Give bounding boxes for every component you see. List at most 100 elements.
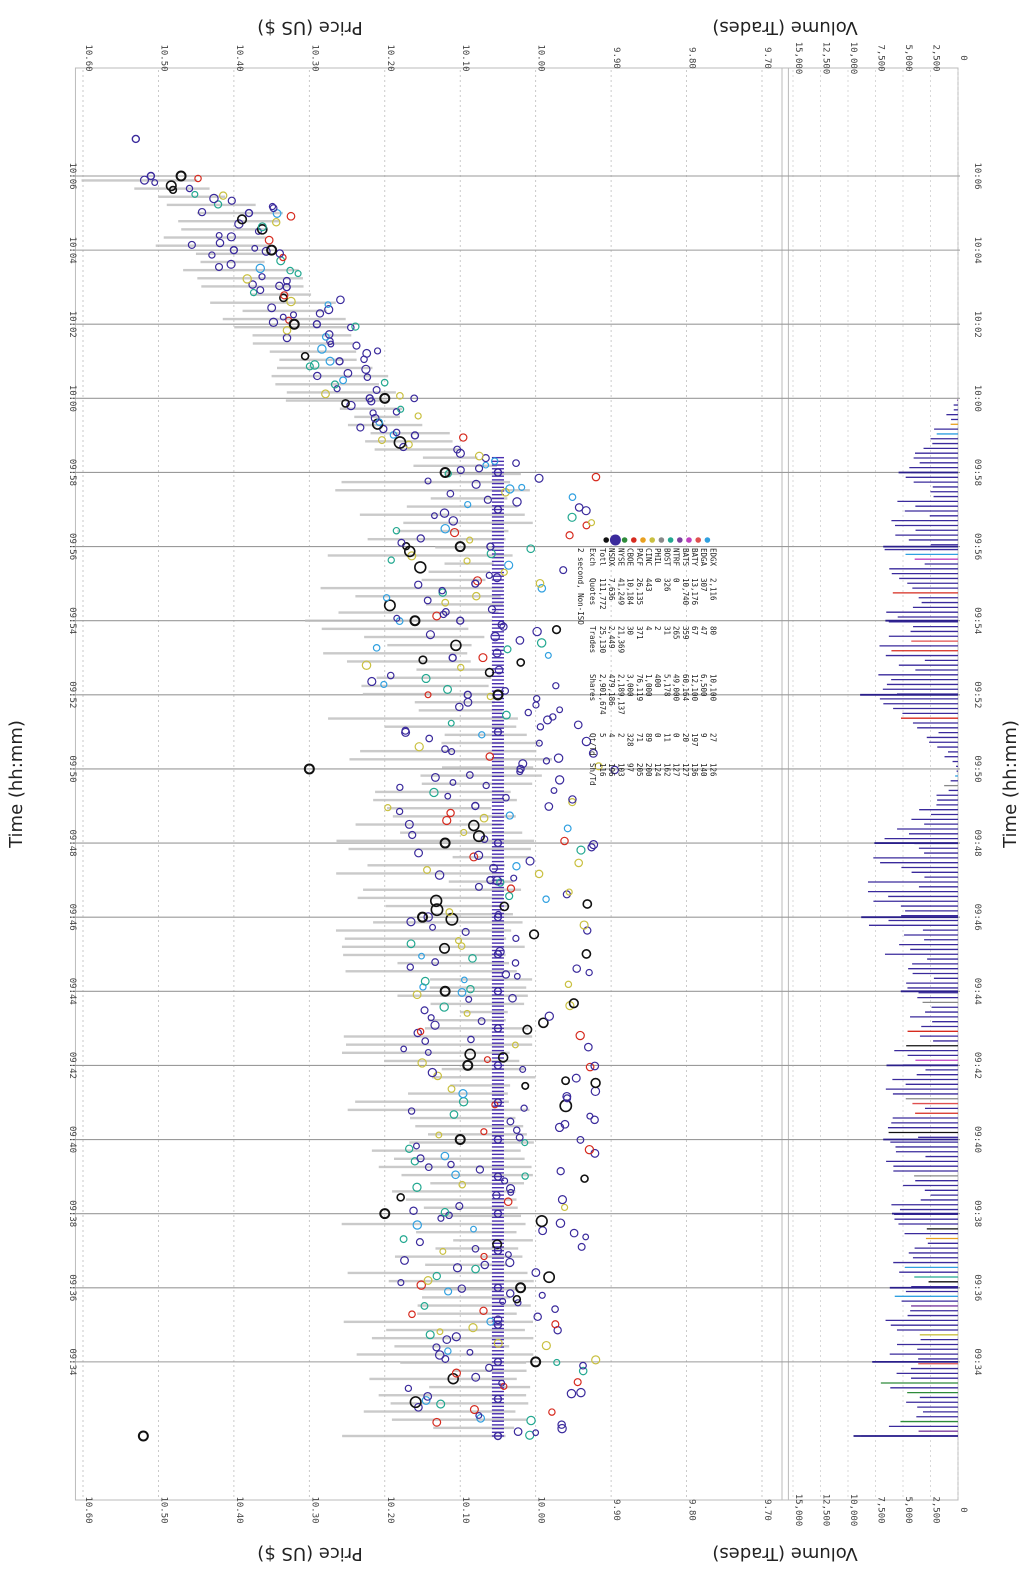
quote-band	[438, 1214, 522, 1218]
trade-band	[491, 1405, 504, 1408]
legend-cell: 76,119	[635, 674, 644, 701]
nyse-point	[493, 912, 503, 922]
nsdx-marker	[409, 615, 421, 627]
quote-band	[336, 872, 503, 875]
trade-marker	[493, 1315, 503, 1325]
trade-marker	[457, 1284, 467, 1293]
trade-marker	[458, 1180, 467, 1189]
trade-marker	[535, 1215, 548, 1228]
legend-cell: 10,100	[708, 674, 717, 702]
trade-marker	[581, 506, 591, 516]
trade-band	[491, 531, 504, 533]
trade-marker	[568, 493, 577, 502]
trade-band	[491, 594, 504, 596]
trade-marker	[479, 1306, 488, 1316]
quote-band	[422, 456, 478, 459]
legend-header: Qt/Td	[588, 733, 597, 756]
trade-marker	[441, 608, 450, 616]
nsdx-marker	[439, 837, 451, 849]
trade-marker	[582, 899, 593, 909]
trade-marker	[446, 808, 455, 818]
trade-band	[491, 760, 504, 763]
trade-marker	[535, 739, 543, 747]
trade-marker	[268, 202, 277, 211]
trade-band	[491, 534, 504, 537]
trade-marker	[363, 373, 372, 381]
quote-band	[385, 904, 510, 908]
quote-band	[376, 676, 492, 679]
trade-marker	[187, 240, 196, 250]
trade-marker	[471, 1244, 480, 1253]
time-tick-label-left: 10:00	[67, 385, 77, 412]
trade-marker	[513, 972, 521, 980]
quote-band	[425, 1263, 508, 1266]
trade-band	[491, 608, 504, 611]
trade-marker	[275, 249, 285, 258]
quote-band	[401, 1173, 533, 1177]
trade-band	[491, 1124, 504, 1126]
trade-band	[491, 1064, 504, 1067]
trade-marker	[412, 1142, 420, 1150]
legend-cell: 89	[644, 733, 653, 742]
trade-band	[491, 834, 504, 837]
trade-band	[491, 768, 504, 770]
nsdx-marker	[137, 1430, 149, 1442]
trade-marker	[591, 1355, 601, 1365]
trade-marker	[468, 1323, 478, 1333]
trade-marker	[573, 1378, 582, 1387]
trade-band	[491, 946, 504, 948]
trade-band	[491, 1427, 504, 1430]
trade-marker	[414, 580, 423, 589]
trade-marker	[451, 1170, 460, 1180]
trade-band	[491, 549, 504, 551]
trade-marker	[395, 807, 404, 816]
trade-marker	[466, 984, 475, 994]
legend-swatch	[667, 537, 674, 543]
quote-band	[388, 1279, 534, 1283]
trade-marker	[541, 1340, 551, 1351]
trade-marker	[465, 995, 473, 1003]
trade-marker	[414, 742, 424, 752]
trade-marker	[427, 1067, 438, 1078]
trade-band	[491, 972, 504, 974]
trade-band	[491, 1049, 504, 1052]
trade-marker	[440, 1151, 450, 1161]
trade-marker	[356, 423, 365, 432]
trade-marker	[492, 1239, 503, 1250]
volume-bars	[853, 399, 958, 1437]
trade-marker	[439, 508, 450, 518]
quote-band	[386, 1328, 525, 1332]
trade-marker	[441, 745, 449, 753]
quote-band	[348, 847, 531, 851]
trade-marker	[499, 1297, 507, 1305]
quote-band	[384, 1059, 520, 1063]
trade-band	[491, 579, 504, 581]
legend-cell: 20	[681, 733, 690, 743]
quote-band	[357, 896, 504, 900]
trade-marker	[305, 362, 314, 371]
trade-band	[491, 557, 504, 559]
trade-marker	[423, 912, 433, 922]
trade-marker	[430, 512, 438, 520]
trade-band	[491, 1279, 504, 1282]
trade-marker	[505, 891, 514, 901]
trade-marker	[518, 759, 528, 769]
trade-marker	[544, 1011, 554, 1021]
trade-marker	[261, 246, 271, 256]
trade-marker	[585, 968, 593, 977]
quote-band	[373, 798, 517, 802]
trade-band	[491, 983, 504, 985]
trade-marker	[503, 1197, 513, 1207]
trade-band	[491, 1190, 504, 1193]
trade-band	[491, 783, 504, 785]
legend-cell: 162	[662, 763, 671, 777]
price-axis-title-bottom: Price (US $)	[257, 1543, 362, 1564]
trade-marker	[392, 428, 401, 437]
nsdx-marker	[175, 170, 187, 182]
trade-marker	[424, 1163, 433, 1172]
nyse-point	[471, 801, 480, 811]
trade-band	[491, 816, 504, 818]
legend-cell: 2,449	[607, 626, 616, 649]
legend-header: Sh/Td	[588, 763, 597, 786]
trade-marker	[414, 561, 427, 574]
